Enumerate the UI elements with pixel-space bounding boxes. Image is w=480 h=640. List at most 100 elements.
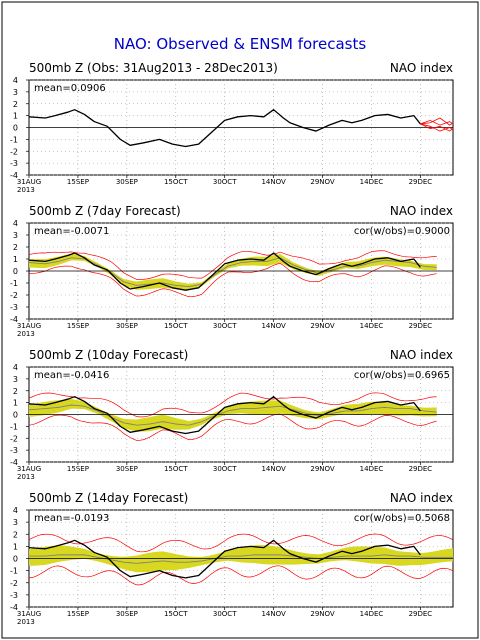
chart-panels: 500mb Z (Obs: 31Aug2013 - 28Dec2013) NAO … <box>10 61 454 626</box>
y-tick-label: 2 <box>13 387 18 396</box>
ensemble-lower-envelope <box>28 413 437 441</box>
chart-panel-4: 500mb Z (14day Forecast) NAO index -4 -3 -2 -… <box>10 491 454 626</box>
correlation-label: cor(w/obs)=0.5068 <box>354 513 450 524</box>
y-tick-label: 0 <box>13 267 18 276</box>
x-tick-label: 30SEP <box>116 465 138 473</box>
x-tick-label: 29NOV <box>310 465 335 473</box>
x-tick-label: 29DEC <box>409 322 433 330</box>
x-tick-label: 31AUG <box>17 178 41 186</box>
x-tick-label: 30OCT <box>213 465 237 473</box>
x-tick-label: 15SEP <box>67 465 89 473</box>
mean-label: mean=-0.0193 <box>34 513 109 524</box>
y-tick-label: 4 <box>13 363 18 372</box>
y-tick-label: -1 <box>10 422 18 431</box>
y-tick-label: -3 <box>10 159 18 168</box>
year-label: 2013 <box>17 618 35 626</box>
x-tick-label: 15OCT <box>164 178 188 186</box>
y-tick-label: -4 <box>10 315 18 324</box>
y-tick-label: -1 <box>10 567 18 576</box>
x-tick-label: 15OCT <box>164 610 188 618</box>
ensemble-forecast-line <box>420 123 454 132</box>
ensemble-mean-line <box>28 257 437 288</box>
ensemble-forecast-line <box>420 123 454 132</box>
mean-label: mean=-0.0071 <box>34 226 109 237</box>
correlation-label: cor(w/obs)=0.6965 <box>354 370 450 381</box>
panel-index-label: NAO index <box>390 348 453 362</box>
y-tick-label: 2 <box>13 243 18 252</box>
x-tick-label: 15SEP <box>67 610 89 618</box>
x-tick-label: 14NOV <box>261 322 286 330</box>
x-tick-label: 15OCT <box>164 322 188 330</box>
y-tick-label: -3 <box>10 591 18 600</box>
x-tick-label: 14NOV <box>261 178 286 186</box>
x-tick-label: 31AUG <box>17 322 41 330</box>
year-label: 2013 <box>17 186 35 194</box>
ensemble-upper-envelope <box>28 250 437 280</box>
x-tick-label: 29DEC <box>409 465 433 473</box>
observed-nao-line <box>28 539 421 579</box>
panel-index-label: NAO index <box>390 204 453 218</box>
x-tick-label: 31AUG <box>17 610 41 618</box>
x-tick-label: 30OCT <box>213 610 237 618</box>
x-tick-label: 29DEC <box>409 178 433 186</box>
panel-index-label: NAO index <box>390 491 453 505</box>
y-tick-label: 0 <box>13 124 18 133</box>
year-label: 2013 <box>17 473 35 481</box>
y-tick-label: 3 <box>13 88 18 97</box>
ensemble-upper-envelope <box>28 392 437 418</box>
observed-nao-line <box>28 396 421 435</box>
x-tick-label: 30SEP <box>116 178 138 186</box>
y-tick-label: 1 <box>13 399 18 408</box>
y-tick-label: -1 <box>10 279 18 288</box>
y-tick-label: -3 <box>10 446 18 455</box>
x-tick-label: 29DEC <box>409 610 433 618</box>
ensemble-lower-envelope <box>28 262 437 298</box>
panel-index-label: NAO index <box>390 61 453 75</box>
x-tick-label: 14NOV <box>261 610 286 618</box>
y-tick-label: 4 <box>13 219 18 228</box>
y-tick-label: 3 <box>13 231 18 240</box>
y-tick-label: 3 <box>13 375 18 384</box>
y-tick-label: 0 <box>13 555 18 564</box>
ensemble-lower-envelope <box>28 565 454 586</box>
x-tick-label: 14NOV <box>261 465 286 473</box>
mean-label: mean=-0.0416 <box>34 370 109 381</box>
chart-panel-1: 500mb Z (Obs: 31Aug2013 - 28Dec2013) NAO … <box>10 61 454 194</box>
x-tick-label: 15SEP <box>67 322 89 330</box>
y-tick-label: -4 <box>10 603 18 612</box>
x-tick-label: 29NOV <box>310 322 335 330</box>
x-tick-label: 30SEP <box>116 610 138 618</box>
panel-title: 500mb Z (7day Forecast) <box>29 204 181 218</box>
main-title: NAO: Observed & ENSM forecasts <box>114 35 367 53</box>
correlation-label: cor(w/obs)=0.9000 <box>354 226 450 237</box>
y-tick-label: -2 <box>10 147 18 156</box>
y-tick-label: 4 <box>13 506 18 515</box>
x-tick-label: 31AUG <box>17 465 41 473</box>
x-tick-label: 14DEC <box>360 322 384 330</box>
x-tick-label: 15SEP <box>67 178 89 186</box>
observed-nao-line <box>28 252 421 291</box>
y-tick-label: -2 <box>10 434 18 443</box>
y-tick-label: 1 <box>13 542 18 551</box>
y-tick-label: 0 <box>13 411 18 420</box>
x-tick-label: 29NOV <box>310 610 335 618</box>
ensemble-forecast-line <box>420 117 454 126</box>
ensemble-forecast-line <box>420 119 454 126</box>
y-tick-label: -2 <box>10 291 18 300</box>
x-tick-label: 14DEC <box>360 610 384 618</box>
y-tick-label: 2 <box>13 530 18 539</box>
x-tick-label: 14DEC <box>360 465 384 473</box>
y-tick-label: -2 <box>10 579 18 588</box>
chart-panel-2: 500mb Z (7day Forecast) NAO index -4 -3 -2 -1… <box>10 204 454 338</box>
mean-label: mean=0.0906 <box>34 83 106 94</box>
panel-title: 500mb Z (14day Forecast) <box>29 491 188 505</box>
x-tick-label: 14DEC <box>360 178 384 186</box>
y-tick-label: 1 <box>13 112 18 121</box>
y-tick-label: 4 <box>13 76 18 85</box>
x-tick-label: 15OCT <box>164 465 188 473</box>
year-label: 2013 <box>17 330 35 338</box>
ensemble-mean-line <box>28 404 437 426</box>
ensemble-spread-band <box>29 398 437 432</box>
observed-nao-line <box>28 109 421 148</box>
